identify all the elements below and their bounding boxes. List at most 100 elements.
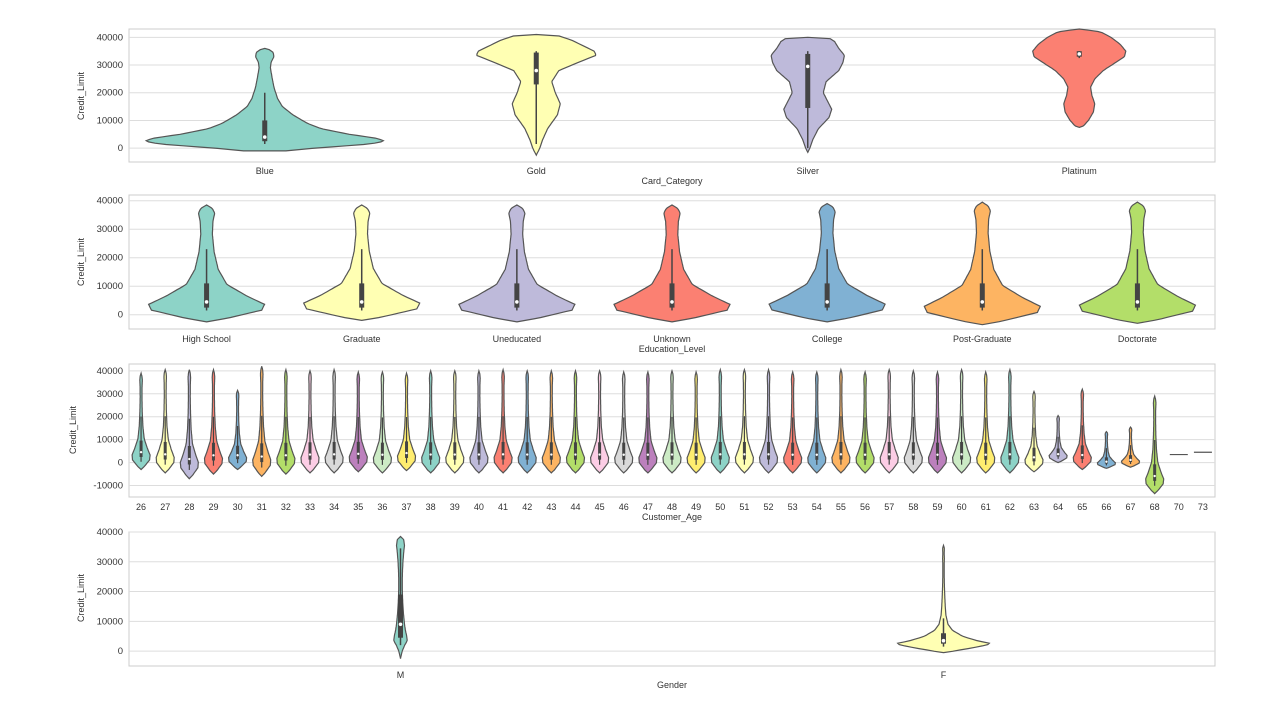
violin-iqr-box — [533, 52, 539, 85]
violin-median — [888, 453, 891, 456]
y-tick-label: 0 — [118, 143, 123, 154]
violin-median — [550, 453, 553, 456]
violin-iqr-box — [477, 442, 481, 460]
violin-median — [670, 300, 674, 304]
violin-iqr-box — [598, 442, 602, 460]
y-tick-label: 10000 — [97, 281, 123, 292]
x-tick-label: Doctorate — [1118, 334, 1157, 344]
violin-iqr-box — [863, 442, 867, 460]
violin-median — [534, 68, 539, 73]
x-tick-label: F — [941, 670, 947, 680]
x-tick-label: 37 — [402, 502, 412, 512]
x-tick-label: 54 — [812, 502, 822, 512]
x-tick-label: Gold — [527, 166, 546, 176]
violin-iqr-box — [824, 283, 830, 308]
violin-median — [526, 453, 529, 456]
y-tick-label: -10000 — [93, 481, 123, 492]
violin-median — [477, 453, 481, 456]
x-tick-label: 68 — [1150, 502, 1160, 512]
violin-iqr-box — [1056, 448, 1060, 457]
violin-iqr-box — [815, 442, 819, 460]
violin-iqr-box — [453, 442, 457, 460]
violin-iqr-box — [332, 441, 336, 460]
violin-body — [896, 543, 991, 654]
violin-median — [980, 300, 985, 304]
violin-iqr-box — [1153, 464, 1157, 481]
y-tick-label: 20000 — [97, 587, 123, 598]
y-tick-label: 40000 — [97, 196, 123, 207]
ylabel-customer-age: Credit_Limit — [68, 405, 78, 454]
x-tick-label: Blue — [256, 166, 274, 176]
violin-iqr-box — [1080, 445, 1084, 460]
violin-iqr-box — [380, 442, 384, 460]
violin-iqr-box — [718, 441, 722, 460]
violin-iqr-box — [1104, 457, 1108, 464]
violin-median — [936, 453, 939, 456]
x-tick-label: 57 — [884, 502, 894, 512]
ylabel-gender: Credit_Limit — [76, 573, 86, 622]
x-tick-label: 40 — [474, 502, 484, 512]
violin-median — [501, 453, 505, 456]
x-tick-label: 26 — [136, 502, 146, 512]
violin-median — [332, 453, 336, 456]
xlabel-card-category: Card_Category — [641, 176, 703, 186]
y-tick-label: 0 — [118, 310, 123, 321]
violin-iqr-box — [984, 442, 988, 460]
x-tick-label: 61 — [981, 502, 991, 512]
violin-iqr-box — [573, 442, 577, 460]
violin-iqr-box — [359, 283, 365, 308]
y-tick-label: 10000 — [97, 115, 123, 126]
violin-median — [359, 300, 364, 304]
x-tick-label: 32 — [281, 502, 291, 512]
violin-iqr-box — [236, 445, 240, 460]
violin-body — [1032, 28, 1127, 129]
violin-median — [284, 454, 288, 457]
violin-median — [984, 453, 987, 456]
violin-iqr-box — [1008, 441, 1012, 460]
violin-median — [767, 453, 770, 456]
x-tick-label: 34 — [329, 502, 339, 512]
panel-customer-age: -10000 0 10000 20000 30000 40000 26 27 28 29 30 31 3… — [93, 363, 1216, 512]
violin-iqr-box — [187, 445, 191, 465]
violin-median — [839, 453, 843, 456]
violin-iqr-box — [262, 120, 268, 142]
violin-iqr-box — [501, 441, 505, 460]
plot-area — [128, 531, 1216, 667]
x-tick-label: Uneducated — [493, 334, 542, 344]
x-tick-label: 55 — [836, 502, 846, 512]
x-tick-label: 60 — [957, 502, 967, 512]
violin-median — [139, 450, 143, 454]
y-tick-label: 30000 — [97, 60, 123, 71]
violin-iqr-box — [742, 441, 746, 460]
violin-iqr-box — [549, 442, 553, 460]
x-tick-label: 52 — [764, 502, 774, 512]
x-tick-label: 58 — [908, 502, 918, 512]
violin-iqr-box — [941, 633, 946, 644]
violin-median — [262, 135, 267, 139]
x-tick-label: 47 — [643, 502, 653, 512]
violin-iqr-box — [935, 442, 939, 460]
violin-iqr-box — [514, 283, 520, 308]
violin-iqr-box — [960, 441, 964, 460]
violin-iqr-box — [204, 283, 210, 308]
x-tick-label: 66 — [1101, 502, 1111, 512]
x-tick-label: 30 — [233, 502, 243, 512]
x-tick-label: 42 — [522, 502, 532, 512]
x-tick-label: 67 — [1126, 502, 1136, 512]
panel-gender: 0 10000 20000 30000 40000 M F — [97, 527, 1216, 680]
violin-iqr-box — [1134, 283, 1140, 308]
violin-median — [1008, 453, 1012, 456]
violin-median — [515, 300, 519, 304]
y-tick-label: 30000 — [97, 389, 123, 400]
x-tick-label: 63 — [1029, 502, 1039, 512]
violin-median — [863, 453, 867, 456]
violin-iqr-box — [163, 441, 167, 460]
x-tick-label: 53 — [788, 502, 798, 512]
violin-median — [236, 454, 239, 457]
violin-median — [1105, 460, 1108, 463]
x-tick-label: 65 — [1077, 502, 1087, 512]
violin-median — [960, 453, 963, 456]
violin-median — [1032, 456, 1036, 459]
x-tick-label: 56 — [860, 502, 870, 512]
x-tick-label: 39 — [450, 502, 460, 512]
